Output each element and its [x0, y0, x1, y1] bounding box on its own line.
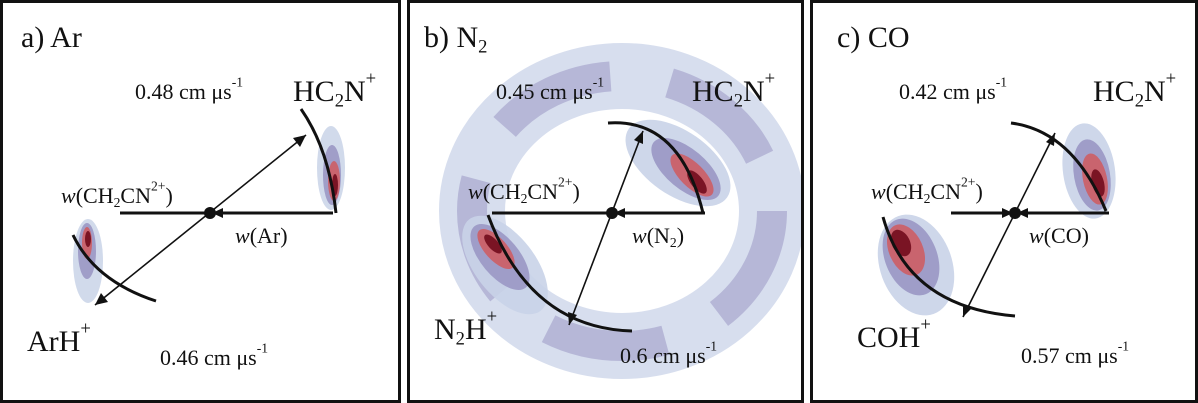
- relative-velocity-arrow: [568, 130, 644, 326]
- velocity-arc-top: [1010, 121, 1108, 212]
- panel-c-plot: [877, 121, 1116, 318]
- arrowhead-top: [293, 135, 306, 147]
- neutral-vector-arrowhead: [1017, 208, 1028, 218]
- dication-velocity-label: w(CH2CN2+): [61, 178, 173, 211]
- velocity-label-bottom: 0.46 cm μs-1: [160, 340, 269, 370]
- velocity-label-top: 0.48 cm μs-1: [135, 74, 244, 104]
- panel-title: c) CO: [837, 23, 910, 53]
- panel-b-plot: [439, 43, 801, 379]
- centre-of-mass-dot: [1009, 207, 1021, 219]
- neutral-velocity-label: w(Ar): [235, 223, 288, 248]
- panel-species: Ar: [50, 21, 82, 54]
- panel-species: CO: [867, 21, 910, 54]
- neutral-vector-arrowhead: [614, 208, 625, 218]
- arrowhead-bottom: [963, 304, 972, 317]
- velocity-label-bottom: 0.6 cm μs-1: [620, 338, 718, 368]
- panel-title: b) N2: [424, 21, 488, 58]
- velocity-label-bottom: 0.57 cm μs-1: [1021, 338, 1130, 368]
- intensity-cluster-bottom: [877, 214, 955, 316]
- panel-a-ar: a) Ar HC2N+ 0.48 cm μs-1 w(CH2CN2+) w(Ar…: [0, 0, 401, 403]
- product-ion-bottom: N2H+: [434, 306, 498, 350]
- product-ion-top: HC2N+: [692, 68, 776, 112]
- panel-a-plot: [71, 108, 345, 306]
- velocity-label-top: 0.45 cm μs-1: [496, 74, 605, 104]
- velocity-arc-bottom: [881, 216, 1016, 318]
- arrowhead-top: [634, 131, 643, 144]
- dication-velocity-label: w(CH2CN2+): [468, 174, 580, 207]
- velocity-label-top: 0.42 cm μs-1: [899, 74, 1008, 104]
- panel-species: N2: [456, 21, 488, 58]
- intensity-cluster-bottom: [462, 215, 548, 315]
- intensity-cluster-bottom: [73, 219, 103, 303]
- panel-c-co: c) CO HC2N+ 0.42 cm μs-1 w(CH2CN2+) w(CO…: [810, 0, 1198, 403]
- product-ion-bottom: ArH+: [27, 318, 91, 358]
- intensity-cluster-top: [317, 126, 345, 210]
- arrowhead-bottom: [95, 293, 108, 305]
- neutral-velocity-label: w(N2): [632, 223, 685, 251]
- intensity-ring: [439, 43, 801, 379]
- centre-of-mass-dot: [606, 207, 618, 219]
- velocity-arc-top: [299, 108, 338, 214]
- product-ion-top: HC2N+: [293, 68, 377, 112]
- dication-vector-arrowhead: [1002, 208, 1013, 218]
- neutral-vector-arrowhead: [212, 208, 223, 218]
- product-ion-top: HC2N+: [1093, 68, 1177, 112]
- panel-letter: c): [837, 21, 861, 54]
- panel-letter: b): [424, 21, 449, 54]
- dication-velocity-label: w(CH2CN2+): [871, 174, 983, 207]
- arrowhead-bottom: [568, 312, 577, 325]
- relative-velocity-arrow: [962, 132, 1056, 318]
- relative-velocity-arrow: [94, 134, 307, 306]
- velocity-arc-bottom: [71, 234, 157, 303]
- arrowhead-top: [1046, 133, 1055, 146]
- product-ion-bottom: COH+: [857, 314, 931, 354]
- intensity-cluster-top: [1062, 123, 1116, 219]
- panel-title: a) Ar: [21, 23, 82, 53]
- neutral-velocity-label: w(CO): [1029, 223, 1089, 248]
- velocity-arc-top: [607, 121, 705, 214]
- centre-of-mass-dot: [204, 207, 216, 219]
- panel-letter: a): [21, 21, 45, 54]
- velocity-arc-bottom: [486, 214, 633, 333]
- panel-b-n2: b) N2 HC2N+ 0.45 cm μs-1 w(CH2CN2+) w(N2…: [407, 0, 804, 403]
